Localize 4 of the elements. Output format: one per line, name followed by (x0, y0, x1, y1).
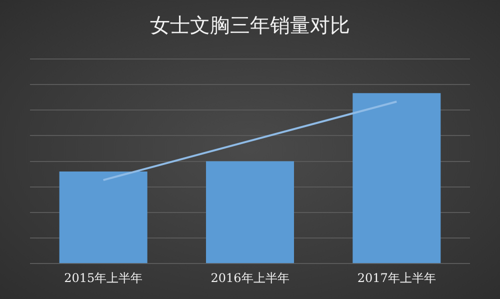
x-tick-label: 2015年上半年 (64, 270, 143, 285)
x-tick-label: 2016年上半年 (210, 270, 290, 285)
x-tick-label: 2017年上半年 (357, 270, 436, 285)
chart-title: 女士文胸三年销量对比 (150, 13, 350, 38)
